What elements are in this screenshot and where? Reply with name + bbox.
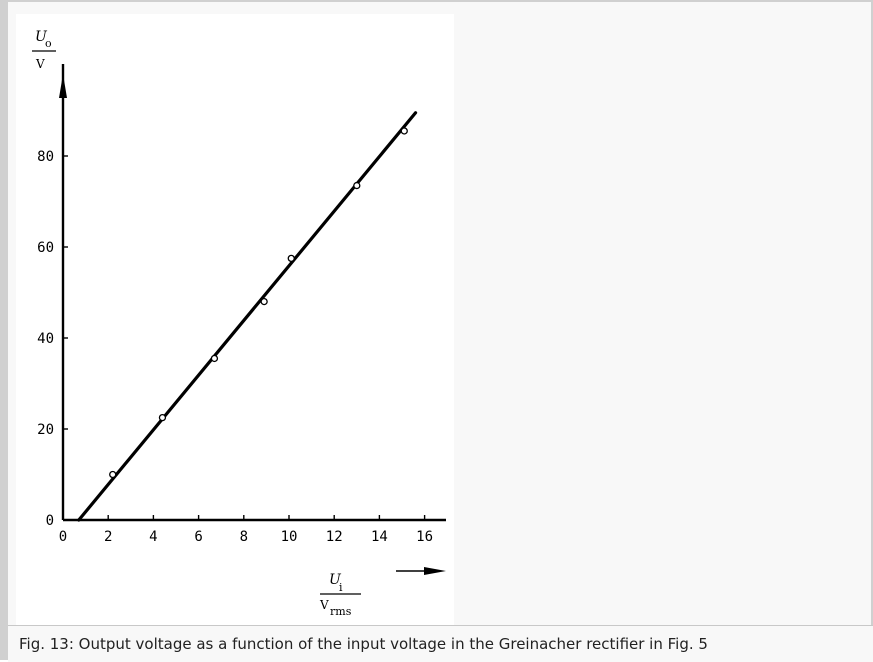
y-axis-label: U o V (32, 29, 56, 71)
x-tick-label: 14 (371, 529, 388, 545)
x-tick-label: 2 (104, 529, 112, 545)
y-axis-subscript: o (45, 37, 52, 50)
y-tick-label: 60 (37, 240, 54, 256)
plot-panel: 0 2 4 6 8 10 12 14 16 0 20 40 60 80 U o V U i V rms (16, 14, 454, 626)
x-tick-label: 10 (281, 529, 298, 545)
x-tick-label: 0 (59, 529, 67, 545)
x-axis-subscript: i (339, 581, 343, 594)
x-tick-label: 6 (194, 529, 202, 545)
x-tick-label: 12 (326, 529, 343, 545)
y-axis-arrow (59, 74, 67, 98)
data-point (260, 297, 268, 306)
chart: 0 2 4 6 8 10 12 14 16 0 20 40 60 80 U o V U i V rms (32, 29, 446, 618)
chart-points (109, 127, 408, 479)
x-tick-label: 8 (240, 529, 248, 545)
y-tick-label: 20 (37, 422, 54, 438)
data-point (158, 413, 167, 422)
chart-axes (59, 64, 446, 575)
data-point (353, 181, 361, 190)
fit-line (77, 111, 418, 522)
chart-ticks: 0 2 4 6 8 10 12 14 16 0 20 40 60 80 (37, 149, 433, 545)
x-tick-label: 4 (149, 529, 157, 545)
figure-caption: Fig. 13: Output voltage as a function of… (8, 625, 873, 662)
y-axis-symbol: U (35, 29, 48, 45)
y-tick-label: 40 (37, 331, 54, 347)
x-axis-label: U i V rms (319, 572, 361, 618)
data-point (287, 254, 295, 263)
x-axis-arrow (424, 567, 446, 575)
x-tick-label: 16 (416, 529, 433, 545)
data-point (400, 127, 408, 135)
x-axis-unit-subscript: rms (330, 605, 352, 618)
x-axis-unit: V (319, 598, 329, 612)
x-axis-symbol: U (329, 572, 342, 588)
data-point (109, 470, 117, 479)
chart-fit-line-group (77, 111, 418, 522)
y-tick-label: 0 (46, 513, 54, 529)
data-point (210, 354, 219, 363)
y-axis-unit: V (35, 57, 45, 71)
y-tick-label: 80 (37, 149, 54, 165)
